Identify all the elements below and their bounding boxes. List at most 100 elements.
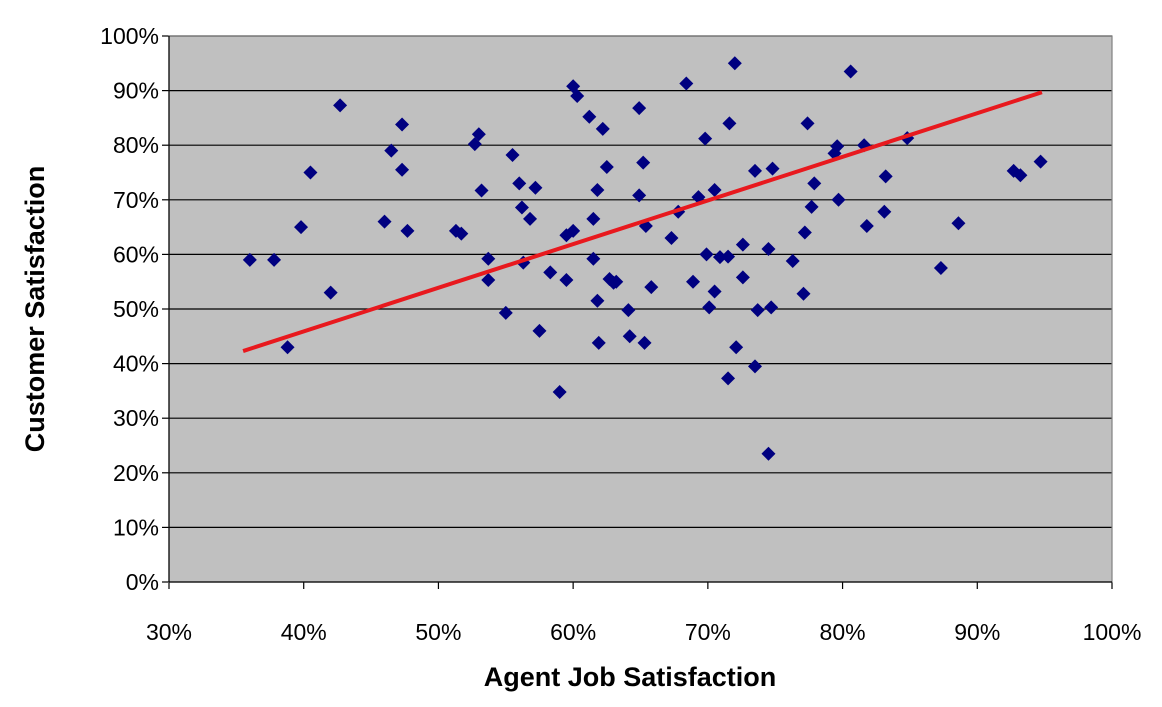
data-point	[707, 182, 722, 197]
data-point	[591, 335, 606, 350]
data-point	[748, 163, 763, 178]
data-point	[698, 131, 713, 146]
x-axis-title: Agent Job Satisfaction	[484, 662, 777, 692]
data-point	[632, 188, 647, 203]
data-point	[595, 121, 610, 136]
data-point	[384, 143, 399, 158]
y-tick-label: 30%	[113, 405, 159, 431]
y-tick-label: 100%	[100, 23, 159, 49]
data-point	[830, 139, 845, 154]
data-point	[590, 182, 605, 197]
data-point	[570, 89, 585, 104]
x-tick-label: 80%	[820, 619, 866, 645]
data-point	[512, 176, 527, 191]
data-point	[400, 223, 415, 238]
y-tick-label: 80%	[113, 132, 159, 158]
x-tick-labels: 30% 40% 50% 60% 70% 80% 90% 100%	[146, 619, 1141, 645]
data-point	[951, 216, 966, 231]
data-point	[395, 162, 410, 177]
data-point	[702, 300, 717, 315]
data-point	[712, 250, 727, 265]
data-point	[735, 237, 750, 252]
data-point	[395, 117, 410, 132]
axes	[168, 35, 1113, 583]
data-point	[582, 109, 597, 124]
data-point	[294, 220, 309, 235]
data-point	[280, 340, 295, 355]
y-tick-label: 90%	[113, 78, 159, 104]
data-point	[699, 247, 714, 262]
data-point	[323, 285, 338, 300]
y-tick-label: 0%	[126, 569, 159, 595]
trendline	[242, 90, 1043, 353]
data-point	[721, 249, 736, 264]
data-point	[609, 274, 624, 289]
data-point	[831, 192, 846, 207]
data-point	[729, 340, 744, 355]
data-point	[750, 303, 765, 318]
data-point	[843, 64, 858, 79]
y-axis-title: Customer Satisfaction	[20, 166, 50, 453]
data-point	[761, 446, 776, 461]
data-point	[727, 56, 742, 71]
data-point	[621, 303, 636, 318]
data-point	[933, 261, 948, 276]
data-point	[878, 169, 893, 184]
data-point	[735, 270, 750, 285]
data-point	[644, 280, 659, 295]
x-tick-label: 100%	[1083, 619, 1142, 645]
y-tick-label: 70%	[113, 187, 159, 213]
data-point	[566, 223, 581, 238]
data-point	[761, 241, 776, 256]
data-point	[632, 101, 647, 116]
data-point	[622, 329, 637, 344]
data-point	[454, 226, 469, 241]
data-point	[471, 127, 486, 142]
data-point	[636, 155, 651, 170]
y-tick-label: 10%	[113, 514, 159, 540]
x-tick-label: 60%	[550, 619, 596, 645]
data-point	[481, 273, 496, 288]
data-point	[377, 214, 392, 229]
data-point	[586, 211, 601, 226]
x-tick-label: 40%	[281, 619, 327, 645]
data-point	[765, 161, 780, 176]
data-point	[586, 251, 601, 266]
data-point	[679, 76, 694, 91]
data-point	[514, 200, 529, 215]
data-point	[559, 273, 574, 288]
y-tick-label: 20%	[113, 460, 159, 486]
data-point	[797, 225, 812, 240]
data-point	[796, 286, 811, 301]
data-point	[764, 300, 779, 315]
data-point	[242, 252, 257, 267]
data-point	[804, 199, 819, 214]
data-point	[590, 293, 605, 308]
data-point	[303, 165, 318, 180]
data-point	[474, 183, 489, 198]
data-point	[523, 211, 538, 226]
data-point	[505, 148, 520, 163]
data-point	[1013, 168, 1028, 183]
x-tick-label: 90%	[954, 619, 1000, 645]
data-point	[722, 116, 737, 131]
y-tick-label: 60%	[113, 241, 159, 267]
data-point	[528, 180, 543, 195]
data-point	[859, 219, 874, 234]
data-point	[481, 251, 496, 266]
y-tick-labels: 0% 10% 20% 30% 40% 50% 60% 70% 80% 90% 100%	[100, 23, 159, 595]
data-point	[532, 323, 547, 338]
data-point	[686, 274, 701, 289]
data-point	[748, 359, 763, 374]
data-point	[498, 305, 513, 320]
x-tick-label: 50%	[415, 619, 461, 645]
y-tick-label: 50%	[113, 296, 159, 322]
y-tick-label: 40%	[113, 351, 159, 377]
data-point	[807, 176, 822, 191]
data-point	[267, 252, 282, 267]
x-tick-label: 30%	[146, 619, 192, 645]
data-point	[599, 160, 614, 175]
data-point	[664, 231, 679, 246]
data-point	[785, 253, 800, 268]
